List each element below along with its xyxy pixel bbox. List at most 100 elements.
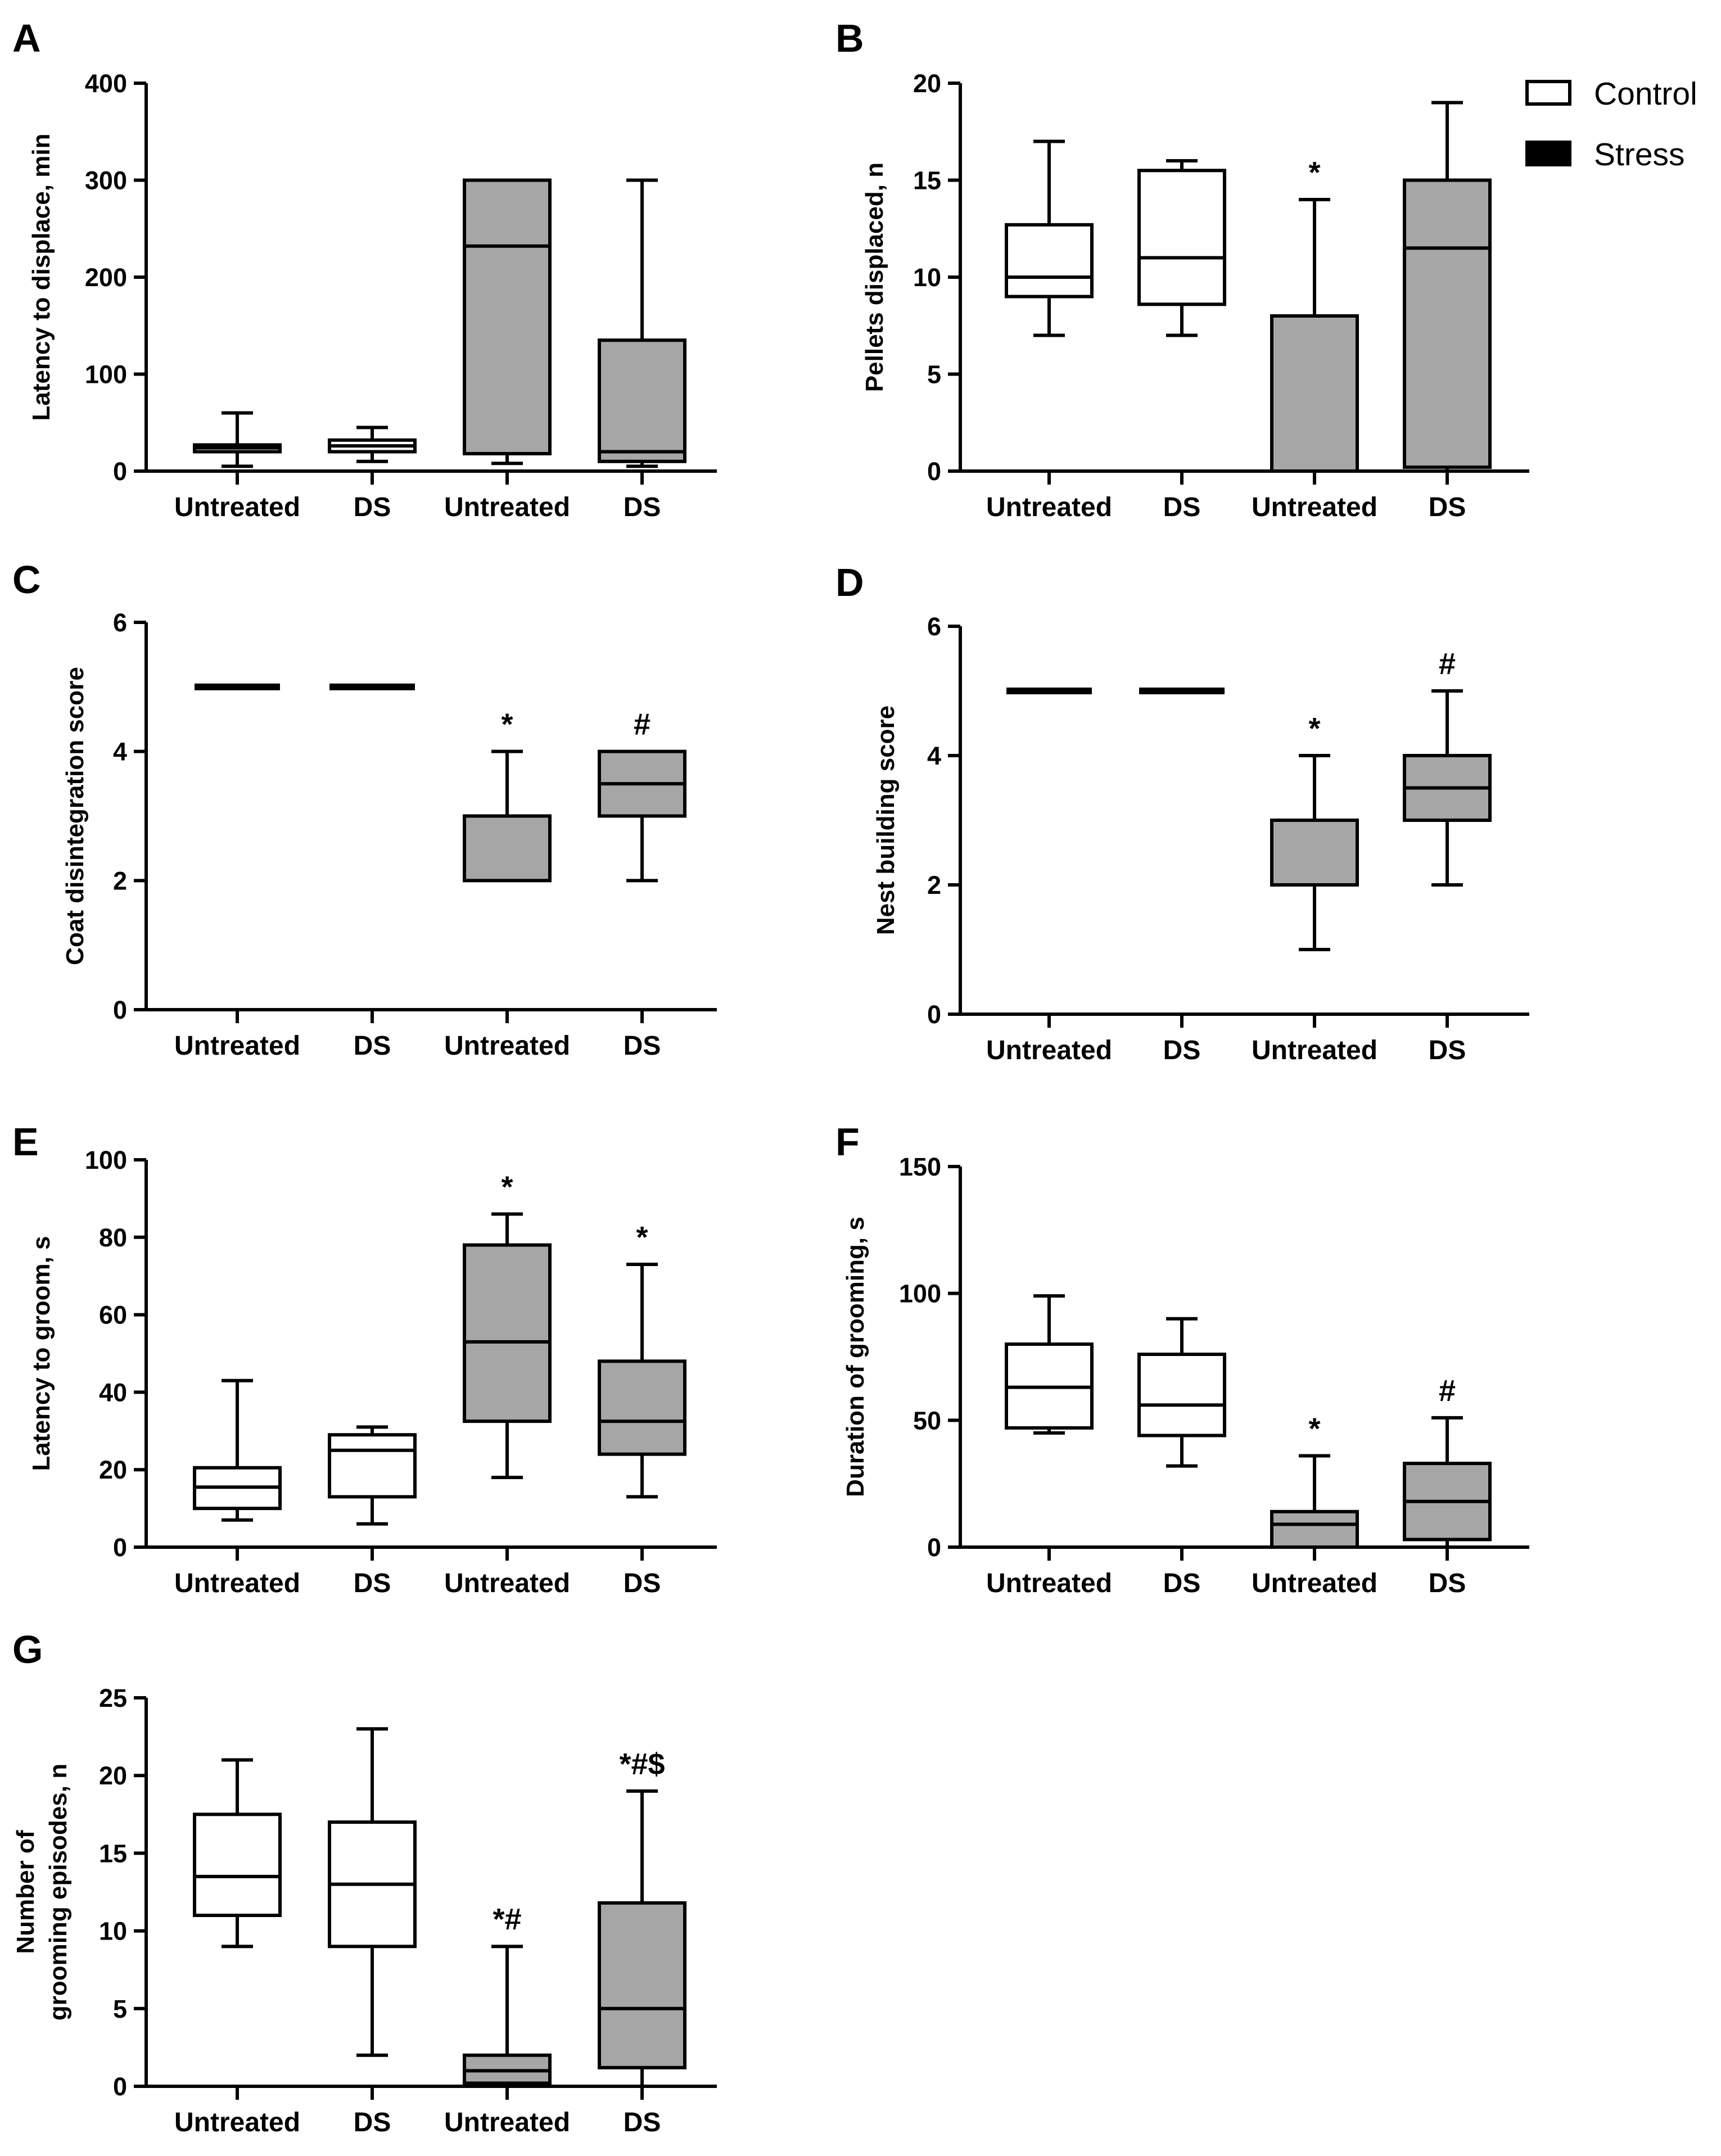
x-category-label: DS <box>354 1031 391 1061</box>
box-4 <box>1403 1416 1492 1549</box>
y-axis-title: Number of <box>12 1830 39 1954</box>
panel-letter: A <box>12 16 41 60</box>
y-tick-label: 5 <box>113 1995 127 2023</box>
significance-annotation: * <box>501 1170 513 1204</box>
y-tick-label: 40 <box>99 1378 127 1407</box>
box-2 <box>1137 1317 1226 1468</box>
box-1 <box>193 411 282 468</box>
x-category-label: Untreated <box>986 1036 1112 1065</box>
box-1 <box>1006 688 1092 694</box>
x-category-label: Untreated <box>174 492 300 522</box>
box-3 <box>1270 1454 1359 1549</box>
box-rect <box>463 1243 552 1423</box>
box-1 <box>193 1378 282 1522</box>
box-rect <box>1139 688 1225 694</box>
y-tick-label: 6 <box>927 612 941 641</box>
box-1 <box>193 1758 282 1949</box>
x-category-label: DS <box>624 2108 661 2137</box>
panel-letter: C <box>12 558 41 602</box>
box-4 <box>1403 101 1492 473</box>
y-tick-label: 4 <box>113 738 127 766</box>
panel-letter: D <box>835 561 864 604</box>
x-category-label: DS <box>354 1569 391 1598</box>
box-3 <box>1270 198 1359 473</box>
box-rect <box>598 338 686 463</box>
significance-annotation: # <box>1439 1374 1456 1408</box>
box-3 <box>463 749 552 883</box>
y-tick-label: 0 <box>927 1533 941 1562</box>
box-rect <box>463 178 552 455</box>
x-category-label: DS <box>1163 492 1201 522</box>
box-rect <box>329 683 415 690</box>
box-rect <box>598 1901 686 2069</box>
box-2 <box>1139 688 1225 694</box>
y-tick-label: 20 <box>99 1761 127 1790</box>
y-tick-label: 10 <box>913 263 941 292</box>
x-category-label: DS <box>1429 1036 1466 1065</box>
y-tick-label: 20 <box>913 69 941 98</box>
box-rect <box>1270 1509 1359 1549</box>
y-axis-title: Latency to groom, s <box>28 1236 55 1471</box>
box-1 <box>1005 1294 1094 1435</box>
panel-letter: G <box>12 1628 43 1671</box>
x-category-label: Untreated <box>1252 1569 1377 1598</box>
box-2 <box>328 426 417 463</box>
x-category-label: DS <box>624 1031 661 1061</box>
y-tick-label: 4 <box>927 742 941 770</box>
box-1 <box>195 683 280 690</box>
x-category-label: DS <box>624 1569 661 1598</box>
box-4 <box>1403 689 1492 887</box>
x-category-label: Untreated <box>174 2108 300 2137</box>
box-3 <box>463 1212 552 1479</box>
box-2 <box>1137 159 1226 337</box>
x-category-label: Untreated <box>444 2108 570 2137</box>
x-category-label: Untreated <box>444 1569 570 1598</box>
panel-letter: F <box>835 1120 860 1164</box>
significance-annotation: *#$ <box>619 1747 665 1781</box>
x-category-label: Untreated <box>1252 492 1377 522</box>
x-category-label: Untreated <box>444 1031 570 1061</box>
box-4 <box>598 749 686 883</box>
legend-swatch-stress <box>1525 141 1571 166</box>
box-rect <box>1005 223 1094 299</box>
y-axis-title: Latency to displace, min <box>28 133 55 421</box>
y-axis-title: Nest building score <box>872 706 900 935</box>
box-2 <box>329 683 415 690</box>
x-category-label: Untreated <box>986 492 1112 522</box>
y-tick-label: 0 <box>113 1533 127 1562</box>
box-3 <box>463 1945 552 2088</box>
x-category-label: DS <box>354 2108 391 2137</box>
y-tick-label: 80 <box>99 1223 127 1252</box>
y-tick-label: 2 <box>927 871 941 900</box>
y-tick-label: 15 <box>99 1839 127 1868</box>
y-tick-label: 0 <box>113 996 127 1024</box>
y-tick-label: 0 <box>113 457 127 486</box>
y-tick-label: 400 <box>85 69 127 98</box>
panel-d: D 0 2 4 6 Nest building score Untreated DS Untre… <box>835 561 1529 1065</box>
y-tick-label: 20 <box>99 1456 127 1484</box>
legend-label-control: Control <box>1594 76 1697 112</box>
legend-label-stress: Stress <box>1594 137 1685 173</box>
significance-annotation: * <box>501 708 513 742</box>
box-2 <box>328 1425 417 1526</box>
y-tick-label: 300 <box>85 166 127 195</box>
x-category-label: Untreated <box>444 492 570 522</box>
box-3 <box>463 178 552 465</box>
y-tick-label: 100 <box>85 1146 127 1174</box>
x-category-label: DS <box>1429 492 1466 522</box>
x-category-label: Untreated <box>174 1569 300 1598</box>
box-4 <box>598 1789 686 2088</box>
panel-a: A 0 100 200 300 400 Latency to displace, min Un… <box>12 16 717 522</box>
panel-g: G 0 5 10 15 20 25 Number of grooming episodes, n… <box>12 1628 717 2137</box>
x-category-label: DS <box>354 492 391 522</box>
significance-annotation: *# <box>493 1902 521 1936</box>
y-tick-label: 100 <box>899 1280 941 1308</box>
y-tick-label: 5 <box>927 360 941 389</box>
y-tick-label: 25 <box>99 1684 127 1712</box>
box-rect <box>463 814 552 883</box>
y-tick-label: 10 <box>99 1917 127 1946</box>
y-tick-label: 150 <box>899 1152 941 1181</box>
box-1 <box>1005 139 1094 337</box>
x-category-label: DS <box>1163 1569 1201 1598</box>
